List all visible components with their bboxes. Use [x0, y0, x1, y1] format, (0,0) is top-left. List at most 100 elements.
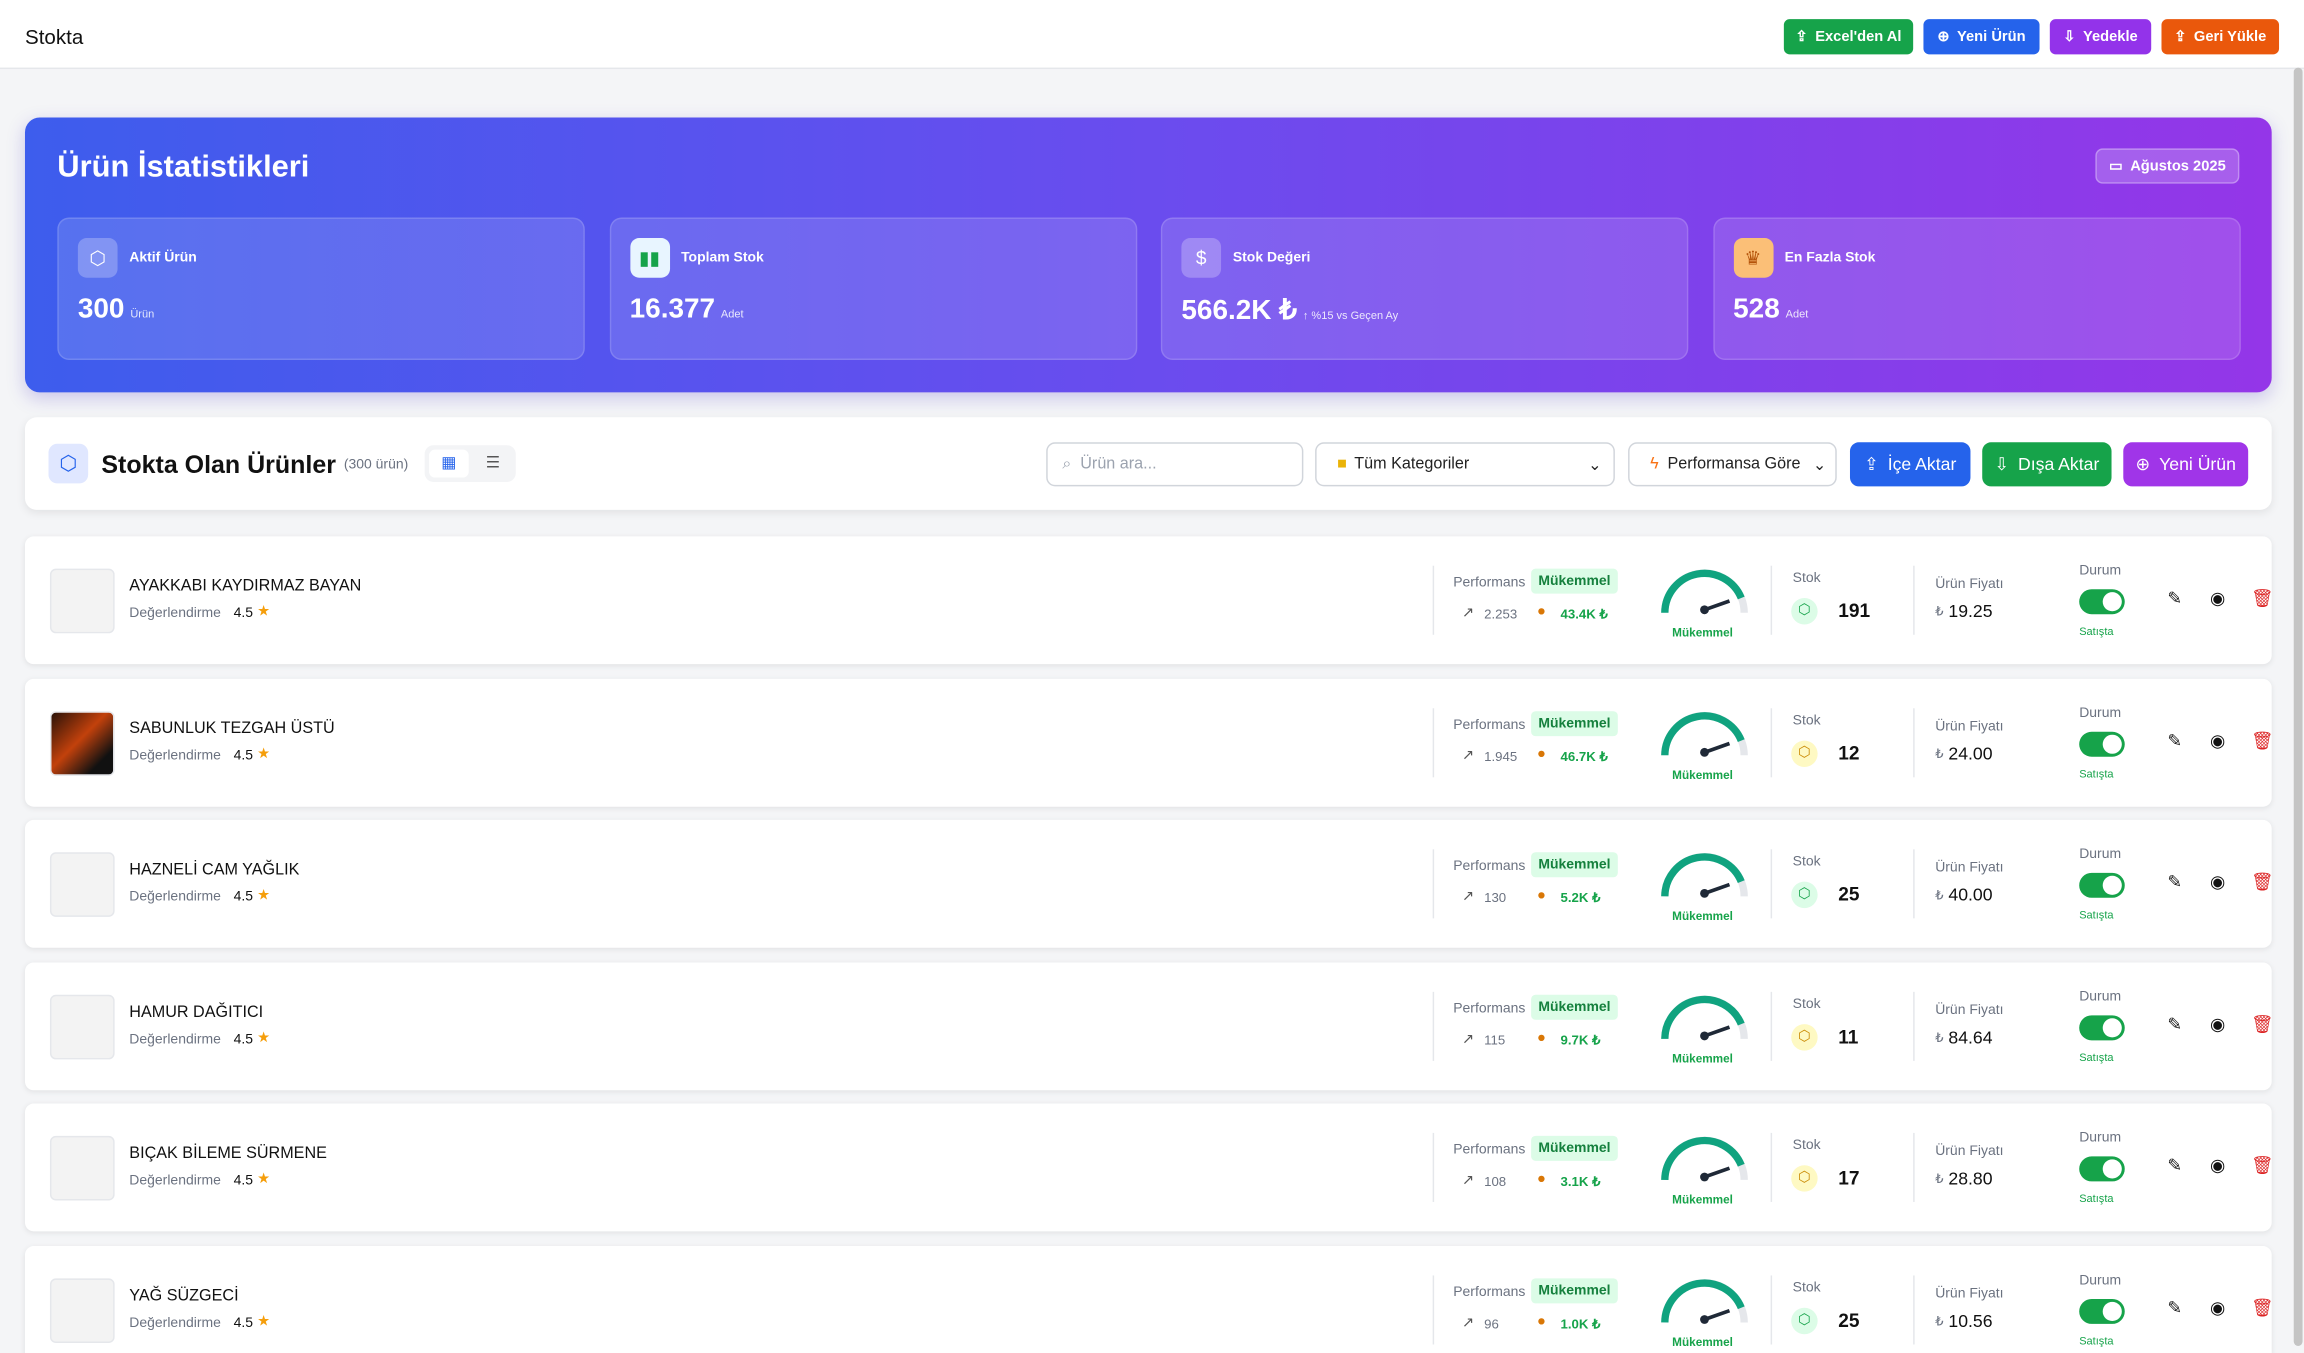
- grid-view-button[interactable]: ▦: [429, 449, 469, 478]
- performance-label: Performans: [1453, 1000, 1526, 1017]
- gauge-svg: [1661, 1279, 1748, 1324]
- stat-icon: ♛: [1733, 238, 1773, 278]
- gauge-label: Mükemmel: [1672, 767, 1733, 782]
- stock-label: Stok: [1792, 570, 1821, 587]
- status-value: Satışta: [2079, 1192, 2114, 1206]
- rating-value: 4.5: [233, 889, 254, 906]
- edit-button[interactable]: ✎: [2167, 1013, 2183, 1035]
- gauge: [1657, 705, 1751, 764]
- divider: [1432, 1133, 1435, 1203]
- stat-card: ♛ En Fazla Stok 528 Adet: [1712, 217, 2241, 361]
- gauge-arc: [1661, 1137, 1745, 1181]
- stat-value-line: 566.2K ₺ ↑ %15 vs Geçen Ay: [1181, 294, 1398, 328]
- price: 10.56: [1948, 1310, 1993, 1332]
- price-label: Ürün Fiyatı: [1935, 1285, 2004, 1302]
- view-button[interactable]: ◉: [2209, 729, 2226, 751]
- delete-button[interactable]: 🗑: [2251, 587, 2274, 609]
- header-button[interactable]: ⇪ Geri Yükle: [2161, 19, 2280, 55]
- views: 130: [1484, 890, 1507, 906]
- gauge-hub: [1700, 605, 1709, 615]
- toolbar-button[interactable]: ⊕ Yeni Ürün: [2123, 442, 2249, 487]
- date-button[interactable]: ▭ Ağustos 2025: [2095, 148, 2240, 184]
- money-icon: ●: [1536, 745, 1546, 763]
- status-label: Durum: [2079, 988, 2122, 1005]
- gauge-label: Mükemmel: [1672, 1335, 1733, 1349]
- divider: [1770, 707, 1773, 777]
- status-toggle[interactable]: [2079, 1298, 2125, 1324]
- edit-button[interactable]: ✎: [2167, 729, 2183, 751]
- star-icon: ★: [257, 1029, 271, 1046]
- toolbar-button[interactable]: ⇪ İçe Aktar: [1849, 442, 1971, 487]
- stat-unit: Adet: [720, 307, 744, 321]
- status-label: Durum: [2079, 1272, 2122, 1289]
- divider: [1432, 565, 1435, 635]
- status-toggle[interactable]: [2079, 1156, 2125, 1182]
- product-row: SABUNLUK TEZGAH ÜSTÜ Değerlendirme 4.5 ★ Per…: [24, 678, 2274, 807]
- view-button[interactable]: ◉: [2209, 871, 2226, 893]
- toolbar-button[interactable]: ⇩ Dışa Aktar: [1982, 442, 2112, 487]
- rating-label: Değerlendirme: [129, 1173, 221, 1190]
- currency: ₺: [1935, 887, 1944, 903]
- header-button[interactable]: ⇩ Yedekle: [2049, 19, 2152, 55]
- status-label: Durum: [2079, 846, 2122, 863]
- divider: [1770, 1275, 1773, 1345]
- edit-button[interactable]: ✎: [2167, 587, 2183, 609]
- gauge-arc: [1661, 1279, 1745, 1323]
- status-value: Satışta: [2079, 1334, 2114, 1348]
- status-toggle[interactable]: [2079, 873, 2125, 899]
- status-value: Satışta: [2079, 1050, 2114, 1064]
- product-image: [49, 852, 115, 918]
- search-placeholder: Ürün ara...: [1080, 455, 1157, 474]
- status-toggle[interactable]: [2079, 731, 2125, 757]
- search-input[interactable]: ⌕ Ürün ara...: [1046, 442, 1304, 487]
- status-toggle[interactable]: [2079, 589, 2125, 615]
- money-icon: ●: [1536, 887, 1546, 904]
- stock-label: Stok: [1792, 1137, 1821, 1155]
- gauge: [1657, 989, 1751, 1048]
- button-label: Dışa Aktar: [2017, 454, 2100, 475]
- gauge: [1657, 563, 1751, 622]
- product-row: YAĞ SÜZGECİ Değerlendirme 4.5 ★ Performans Mü…: [24, 1246, 2274, 1353]
- performance-badge: Mükemmel: [1531, 1136, 1618, 1162]
- view-button[interactable]: ◉: [2209, 1155, 2226, 1177]
- gauge-label: Mükemmel: [1672, 1193, 1733, 1207]
- revenue: 9.7K ₺: [1560, 1032, 1601, 1048]
- delete-button[interactable]: 🗑: [2251, 729, 2274, 751]
- revenue: 46.7K ₺: [1560, 748, 1608, 764]
- header-button[interactable]: ⇪ Excel'den Al: [1783, 19, 1914, 55]
- edit-button[interactable]: ✎: [2167, 871, 2183, 893]
- product-image: [49, 1278, 115, 1344]
- date-label: Ağustos 2025: [2130, 157, 2226, 175]
- delete-button[interactable]: 🗑: [2251, 1155, 2274, 1177]
- product-row: HAZNELİ CAM YAĞLIK Değerlendirme 4.5 ★ Perfo…: [24, 820, 2274, 949]
- money-icon: ●: [1536, 603, 1546, 621]
- product-image: [49, 1136, 115, 1202]
- view-button[interactable]: ◉: [2209, 1297, 2226, 1319]
- sort-select[interactable]: ϟ Performansa Göre ⌄: [1628, 442, 1837, 487]
- edit-button[interactable]: ✎: [2167, 1155, 2183, 1177]
- performance-badge: Mükemmel: [1531, 994, 1618, 1020]
- view-button[interactable]: ◉: [2209, 1013, 2226, 1035]
- folder-icon: ■: [1337, 455, 1347, 474]
- header-button[interactable]: ⊕ Yeni Ürün: [1923, 19, 2040, 55]
- view-button[interactable]: ◉: [2209, 587, 2226, 609]
- delete-button[interactable]: 🗑: [2251, 871, 2274, 893]
- delete-button[interactable]: 🗑: [2251, 1297, 2274, 1319]
- category-select[interactable]: ■ Tüm Kategoriler ⌄: [1315, 442, 1615, 487]
- rating-value: 4.5: [233, 1315, 254, 1332]
- gauge-arc: [1661, 569, 1745, 613]
- currency: ₺: [1935, 1171, 1944, 1187]
- price: 24.00: [1948, 742, 1993, 764]
- stat-label: Aktif Ürün: [129, 249, 197, 266]
- delete-button[interactable]: 🗑: [2251, 1013, 2274, 1035]
- button-icon: ⇪: [2174, 28, 2187, 45]
- edit-button[interactable]: ✎: [2167, 1297, 2183, 1319]
- button-icon: ⇩: [1994, 454, 2010, 475]
- stat-card: $ Stok Değeri 566.2K ₺ ↑ %15 vs Geçen Ay: [1160, 217, 1689, 361]
- status-toggle[interactable]: [2079, 1015, 2125, 1041]
- gauge-svg: [1661, 853, 1748, 899]
- stat-card: ⬡ Aktif Ürün 300 Ürün: [57, 217, 585, 361]
- list-view-button[interactable]: ☰: [485, 454, 501, 472]
- rating-value: 4.5: [233, 605, 254, 622]
